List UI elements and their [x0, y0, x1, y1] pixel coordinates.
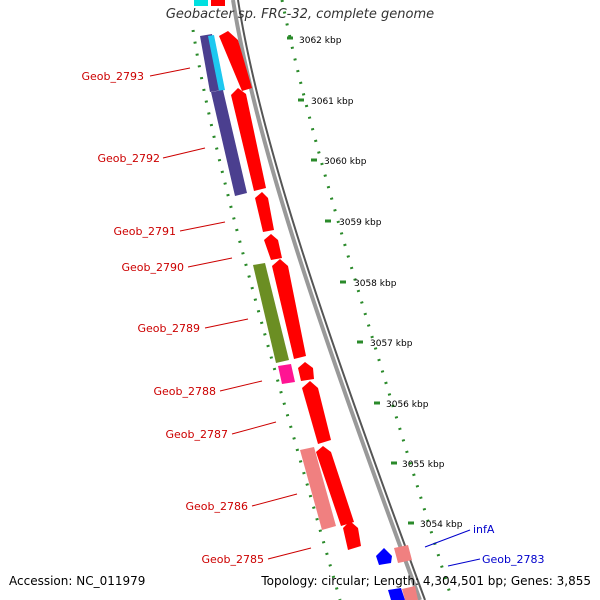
scale-labels: 3062 kbp 3061 kbp 3060 kbp 3059 kbp 3058…: [299, 36, 463, 530]
gene-labels: Geob_2793 Geob_2792 Geob_2791 Geob_2790 …: [82, 70, 265, 566]
gene-geob-2786[interactable]: [300, 447, 336, 530]
gene-geob-2783[interactable]: [394, 545, 412, 563]
gene-label-geob-2787[interactable]: Geob_2787: [166, 428, 229, 441]
scale-label: 3058 kbp: [354, 279, 397, 289]
gene-bottom-blue[interactable]: [388, 588, 405, 600]
genome-summary: Topology: circular; Length: 4,304,501 bp…: [261, 574, 591, 588]
label-leaders: [149, 67, 312, 560]
gene-label-geob-2785[interactable]: Geob_2785: [202, 553, 265, 566]
gene-red-1[interactable]: [219, 31, 252, 91]
gene-label-geob-2788[interactable]: Geob_2788: [154, 385, 217, 398]
gene-label-geob-2790[interactable]: Geob_2790: [122, 261, 185, 274]
gene-infa[interactable]: [376, 548, 392, 565]
gene-label-geob-2791[interactable]: Geob_2791: [114, 225, 177, 238]
genome-backbone-inner: [237, 0, 426, 600]
gene-geob-2790[interactable]: [264, 234, 282, 260]
scale-label: 3062 kbp: [299, 36, 342, 46]
gene-label-geob-2783[interactable]: Geob_2783: [482, 553, 545, 566]
scale-track: [280, 0, 454, 600]
gene-geob-2791[interactable]: [255, 192, 274, 232]
gene-red-2[interactable]: [231, 88, 266, 191]
gene-geob-2792[interactable]: [211, 90, 247, 196]
gene-label-geob-2789[interactable]: Geob_2789: [138, 322, 201, 335]
scale-label: 3055 kbp: [402, 460, 445, 470]
map-title: Geobacter sp. FRC-32, complete genome: [165, 7, 435, 22]
gene-red-3[interactable]: [272, 259, 306, 359]
gene-label-geob-2793[interactable]: Geob_2793: [82, 70, 145, 83]
gene-labels-right: infA Geob_2783: [473, 523, 545, 566]
gene-geob-2789[interactable]: [253, 263, 289, 363]
gene-red-4[interactable]: [298, 362, 314, 381]
gene-top-red[interactable]: [211, 0, 225, 6]
gene-top-cyan[interactable]: [194, 0, 208, 6]
gene-red-5[interactable]: [316, 446, 354, 526]
scale-label: 3060 kbp: [324, 157, 367, 167]
scale-label: 3059 kbp: [339, 218, 382, 228]
scale-label: 3056 kbp: [386, 400, 429, 410]
gene-bottom-pink[interactable]: [402, 586, 418, 600]
genome-backbone: [231, 0, 422, 600]
gene-geob-2785[interactable]: [343, 521, 361, 550]
label-leaders-blue: [424, 529, 481, 567]
gene-geob-2793-cyan[interactable]: [208, 35, 225, 91]
gene-label-geob-2786[interactable]: Geob_2786: [186, 500, 249, 513]
gene-label-infa[interactable]: infA: [473, 523, 495, 536]
gene-geob-2788[interactable]: [278, 364, 295, 384]
scale-label: 3061 kbp: [311, 97, 354, 107]
gene-geob-2787[interactable]: [302, 381, 331, 444]
scale-label: 3057 kbp: [370, 339, 413, 349]
gene-label-geob-2792[interactable]: Geob_2792: [98, 152, 161, 165]
accession-label: Accession: NC_011979: [9, 574, 146, 588]
scale-ticks: [287, 36, 414, 525]
scale-label: 3054 kbp: [420, 520, 463, 530]
